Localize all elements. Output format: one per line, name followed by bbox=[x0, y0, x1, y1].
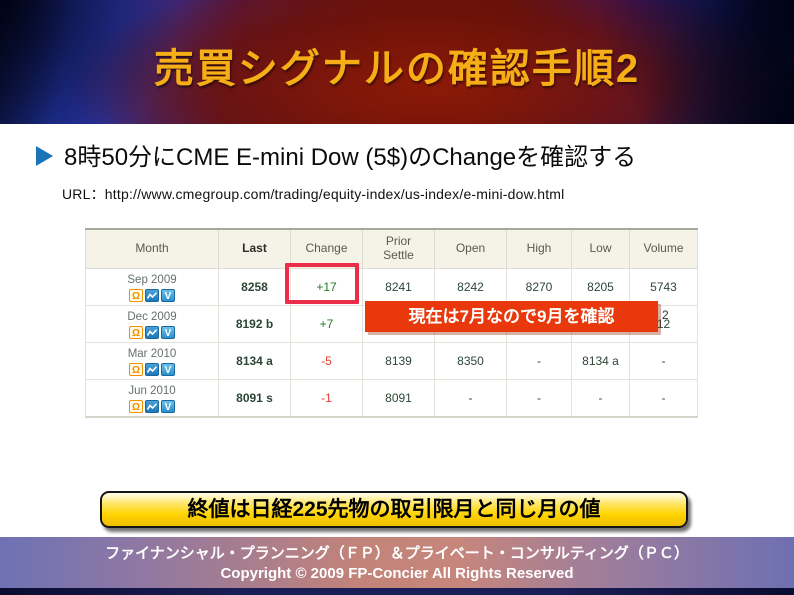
open-cell: 8350 bbox=[434, 342, 507, 380]
chart-icon[interactable] bbox=[145, 288, 159, 302]
bullet-line: 8時50分にCME E-mini Dow (5$)のChangeを確認する bbox=[36, 137, 636, 172]
table-row: Jun 2010 Ω V 8091 s -1 8091 - - - - bbox=[85, 379, 698, 418]
last-cell: 8134 a bbox=[218, 342, 291, 380]
quote-icon[interactable]: Ω bbox=[129, 362, 143, 376]
change-cell: -1 bbox=[290, 379, 363, 418]
quote-icon[interactable]: Ω bbox=[129, 288, 143, 302]
last-cell: 8091 s bbox=[218, 379, 291, 418]
month-icons: Ω V bbox=[86, 288, 218, 302]
chart-icon[interactable] bbox=[145, 325, 159, 339]
month-cell: Sep 2009 Ω V bbox=[85, 268, 219, 306]
prior-settle-cell: 8241 bbox=[362, 268, 435, 306]
bullet-triangle-icon bbox=[36, 145, 53, 166]
col-header-open: Open bbox=[434, 228, 507, 269]
col-header-low: Low bbox=[571, 228, 630, 269]
bottom-strip bbox=[0, 588, 794, 595]
month-icons: Ω V bbox=[86, 399, 218, 413]
footer: ファイナンシャル・プランニング（ＦＰ）＆プライベート・コンサルティング（ＰＣ） … bbox=[0, 537, 794, 588]
callout-label: 現在は7月なので9月を確認 bbox=[365, 301, 658, 332]
month-label: Jun 2010 bbox=[128, 385, 176, 398]
month-cell: Jun 2010 Ω V bbox=[85, 379, 219, 418]
last-cell: 8192 b bbox=[218, 305, 291, 343]
change-cell: -5 bbox=[290, 342, 363, 380]
low-cell: 8134 a bbox=[571, 342, 630, 380]
open-cell: 8242 bbox=[434, 268, 507, 306]
change-highlight-box bbox=[285, 263, 359, 304]
col-header-prior-settle: Prior Settle bbox=[362, 228, 435, 269]
open-cell: - bbox=[434, 379, 507, 418]
col-header-high: High bbox=[506, 228, 572, 269]
quote-icon[interactable]: Ω bbox=[129, 399, 143, 413]
page-title: 売買シグナルの確認手順2 bbox=[153, 47, 641, 91]
footer-service-line: ファイナンシャル・プランニング（ＦＰ）＆プライベート・コンサルティング（ＰＣ） bbox=[105, 545, 689, 562]
month-icons: Ω V bbox=[86, 325, 218, 339]
volume-cell: 5743 bbox=[629, 268, 698, 306]
volume-icon[interactable]: V bbox=[161, 288, 175, 302]
partially-hidden-value: 2 bbox=[662, 308, 669, 322]
volume-cell: - bbox=[629, 342, 698, 380]
prior-settle-cell: 8091 bbox=[362, 379, 435, 418]
high-cell: - bbox=[506, 342, 572, 380]
volume-icon[interactable]: V bbox=[161, 325, 175, 339]
col-header-month: Month bbox=[85, 228, 219, 269]
footer-copyright: Copyright © 2009 FP-Concier All Rights R… bbox=[220, 565, 574, 583]
month-label: Dec 2009 bbox=[127, 311, 177, 324]
note-banner: 終値は日経225先物の取引限月と同じ月の値 bbox=[100, 491, 688, 528]
volume-icon[interactable]: V bbox=[161, 362, 175, 376]
month-cell: Mar 2010 Ω V bbox=[85, 342, 219, 380]
chart-icon[interactable] bbox=[145, 362, 159, 376]
low-cell: 8205 bbox=[571, 268, 630, 306]
month-cell: Dec 2009 Ω V bbox=[85, 305, 219, 343]
volume-icon[interactable]: V bbox=[161, 399, 175, 413]
table-row: Mar 2010 Ω V 8134 a -5 8139 8350 - 8134 … bbox=[85, 342, 698, 380]
last-cell: 8258 bbox=[218, 268, 291, 306]
change-cell: +17 bbox=[290, 268, 363, 306]
high-cell: - bbox=[506, 379, 572, 418]
url-text: URL：http://www.cmegroup.com/trading/equi… bbox=[62, 186, 565, 202]
high-cell: 8270 bbox=[506, 268, 572, 306]
title-band: 売買シグナルの確認手順2 bbox=[0, 0, 794, 124]
low-cell: - bbox=[571, 379, 630, 418]
table-row: Sep 2009 Ω V 8258 +17 8241 8242 8270 820… bbox=[85, 268, 698, 306]
table-header-row: Month Last Change Prior Settle Open High… bbox=[85, 228, 698, 269]
col-header-volume: Volume bbox=[629, 228, 698, 269]
futures-table-body: Sep 2009 Ω V 8258 +17 8241 8242 8270 820… bbox=[85, 268, 698, 418]
month-label: Mar 2010 bbox=[127, 348, 177, 361]
month-icons: Ω V bbox=[86, 362, 218, 376]
chart-icon[interactable] bbox=[145, 399, 159, 413]
volume-cell: - bbox=[629, 379, 698, 418]
month-label: Sep 2009 bbox=[127, 274, 177, 287]
quote-icon[interactable]: Ω bbox=[129, 325, 143, 339]
change-cell: +7 bbox=[290, 305, 363, 343]
futures-table-screenshot: Month Last Change Prior Settle Open High… bbox=[85, 228, 698, 418]
prior-settle-cell: 8139 bbox=[362, 342, 435, 380]
col-header-last: Last bbox=[218, 228, 291, 269]
bullet-text: 8時50分にCME E-mini Dow (5$)のChangeを確認する bbox=[64, 144, 637, 171]
